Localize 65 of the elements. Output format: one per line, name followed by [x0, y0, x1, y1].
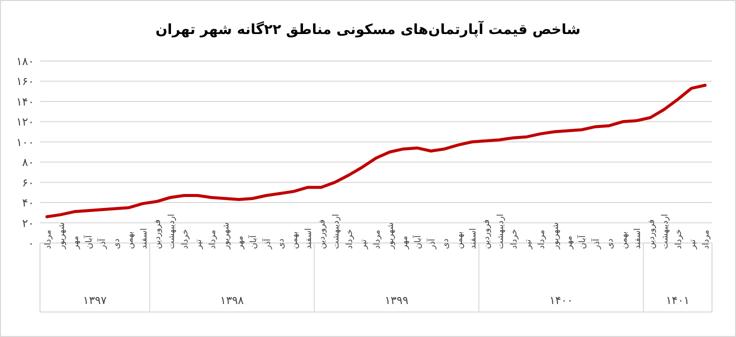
x-tick-label: مرداد — [537, 230, 548, 249]
x-tick-label: مرداد — [372, 230, 382, 249]
x-tick-label: مهر — [564, 236, 574, 250]
text: ۱۳۹۹ — [384, 294, 408, 307]
x-tick-label: اردیبهشت — [166, 214, 177, 249]
y-tick-label: ۶۰ — [22, 176, 34, 190]
x-tick-label: مهر — [235, 236, 246, 250]
x-tick-label: آبان — [577, 234, 588, 249]
x-tick-label: مرداد — [43, 230, 54, 249]
text: ۱۴۰۰ — [549, 294, 573, 307]
x-tick-label: خرداد — [180, 229, 190, 249]
x-tick-label: شهریور — [550, 222, 561, 250]
x-tick-label: مرداد — [208, 230, 218, 249]
x-tick-label: فروردین — [646, 219, 657, 249]
x-tick-label: دی — [112, 238, 122, 249]
y-tick-label: ۰ — [28, 237, 34, 250]
title: شاخص قیمت آپارتمان‌های مسکونی مناطق ۲۲گانه شهر تهران — [155, 22, 581, 38]
x-tick-label: اردیبهشت — [496, 214, 506, 249]
x-tick-label: آبان — [84, 234, 94, 249]
x-tick-label: خرداد — [345, 229, 356, 249]
x-tick-label: دی — [606, 238, 616, 249]
y-tick-label: ۴۰ — [22, 196, 34, 210]
x-tick-label: تیر — [358, 238, 369, 250]
x-tick-label: آذر — [262, 238, 273, 250]
x-tick-label: شهریور — [222, 222, 232, 250]
x-tick-label: اسفند — [304, 228, 314, 249]
x-tick-label: فروردین — [153, 219, 164, 249]
x-tick-label: آذر — [590, 238, 602, 250]
x-tick-label: فروردین — [482, 219, 492, 249]
x-tick-label: بهمن — [454, 231, 465, 249]
x-tick-label: خرداد — [510, 229, 520, 249]
y-tick-label: ۱۰۰ — [16, 136, 34, 149]
x-tick-label: مهر — [70, 236, 81, 250]
x-tick-label: اسفند — [633, 228, 644, 249]
x-tick-label: خرداد — [674, 229, 684, 249]
y-tick-label: ۱۲۰ — [16, 116, 34, 129]
y-tick-label: ۱۸۰ — [16, 55, 34, 68]
x-tick-label: دی — [276, 238, 286, 249]
x-tick-label: اسفند — [468, 228, 478, 249]
y-tick-label: ۱۶۰ — [16, 75, 34, 88]
x-tick-label: فروردین — [318, 219, 328, 249]
x-tick-label: تیر — [523, 238, 534, 250]
x-tick-label: آذر — [97, 238, 108, 250]
y-tick-label: ۸۰ — [22, 156, 34, 170]
text: ۱۳۹۷ — [83, 294, 107, 307]
x-tick-label: آبان — [412, 234, 424, 249]
x-tick-label: آبان — [248, 234, 260, 249]
x-tick-label: اردیبهشت — [331, 214, 342, 249]
x-tick-label: شهریور — [386, 222, 396, 250]
y-tick-label: ۲۰ — [22, 216, 34, 230]
x-tick-label: اسفند — [139, 228, 150, 249]
x-tick-label: آذر — [426, 238, 438, 250]
x-tick-label: مرداد — [702, 230, 712, 249]
x-tick-label: دی — [441, 238, 452, 249]
x-tick-label: تیر — [688, 238, 698, 250]
x-tick-label: مهر — [400, 236, 410, 250]
x-tick-label: بهمن — [619, 231, 630, 249]
y-tick-label: ۱۴۰ — [16, 95, 34, 108]
x-tick-label: تیر — [194, 238, 204, 250]
x-tick-label: شهریور — [57, 222, 68, 250]
text: ۱۴۰۱ — [666, 294, 690, 307]
x-tick-label: اردیبهشت — [660, 214, 670, 249]
x-tick-label: بهمن — [126, 231, 136, 249]
text: ۱۳۹۸ — [220, 294, 244, 307]
x-tick-label: بهمن — [290, 231, 300, 249]
